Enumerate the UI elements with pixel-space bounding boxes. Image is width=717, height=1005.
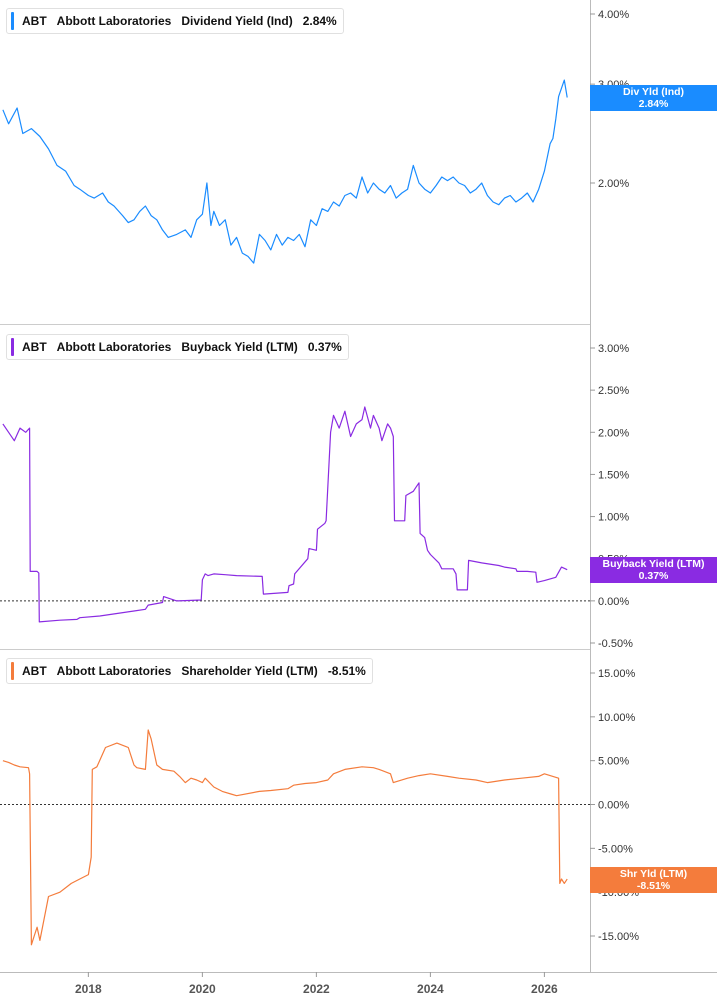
- tag-value: -8.51%: [636, 880, 671, 892]
- tag-label: Buyback Yield (LTM): [602, 558, 705, 570]
- series-line-dividend-yield: [2, 79, 568, 264]
- legend-ticker: ABT: [22, 340, 47, 354]
- series-line-shareholder-yield: [2, 729, 568, 946]
- y-tick-label: 15.00%: [598, 668, 636, 680]
- legend-metric: Dividend Yield (Ind): [181, 14, 293, 28]
- legend-ticker: ABT: [22, 664, 47, 678]
- y-tick-label: 2.50%: [598, 385, 629, 397]
- y-tick-label: 1.00%: [598, 512, 629, 524]
- y-tick-label: -0.50%: [598, 638, 633, 650]
- y-tick-label: 2.00%: [598, 178, 629, 190]
- legend-color-marker: [11, 662, 14, 680]
- series-line-buyback-yield: [2, 406, 568, 623]
- legend-value: 2.84%: [302, 14, 337, 28]
- x-tick-label: 2024: [417, 982, 444, 996]
- y-tick-label: 2.00%: [598, 427, 629, 439]
- last-value-tag-shareholder: Shr Yld (LTM) -8.51%: [590, 867, 717, 893]
- x-tick-label: 2020: [189, 982, 216, 996]
- legend-shareholder-yield: ABT Abbott Laboratories Shareholder Yiel…: [6, 658, 373, 684]
- legend-metric: Shareholder Yield (LTM): [181, 664, 318, 678]
- legend-dividend-yield: ABT Abbott Laboratories Dividend Yield (…: [6, 8, 344, 34]
- legend-value: -8.51%: [327, 664, 366, 678]
- x-tick-label: 2026: [531, 982, 558, 996]
- legend-ticker: ABT: [22, 14, 47, 28]
- legend-color-marker: [11, 338, 14, 356]
- y-tick-label: 4.00%: [598, 9, 629, 21]
- x-tick-label: 2022: [303, 982, 330, 996]
- y-tick-label: 0.00%: [598, 596, 629, 608]
- tag-label: Div Yld (Ind): [622, 86, 685, 98]
- last-value-tag-buyback: Buyback Yield (LTM) 0.37%: [590, 557, 717, 583]
- y-tick-label: 3.00%: [598, 343, 629, 355]
- x-tick-label: 2018: [75, 982, 102, 996]
- y-tick-label: 0.00%: [598, 800, 629, 812]
- tag-label: Shr Yld (LTM): [619, 868, 688, 880]
- y-tick-label: -15.00%: [598, 931, 639, 943]
- y-tick-label: 1.50%: [598, 469, 629, 481]
- tag-value: 0.37%: [638, 570, 669, 582]
- legend-company: Abbott Laboratories: [56, 14, 172, 28]
- last-value-tag-dividend: Div Yld (Ind) 2.84%: [590, 85, 717, 111]
- legend-company: Abbott Laboratories: [56, 664, 172, 678]
- legend-value: 0.37%: [307, 340, 342, 354]
- tag-value: 2.84%: [638, 98, 669, 110]
- y-tick-label: 10.00%: [598, 712, 636, 724]
- legend-color-marker: [11, 12, 14, 30]
- y-tick-label: -5.00%: [598, 843, 633, 855]
- legend-company: Abbott Laboratories: [56, 340, 172, 354]
- y-tick-label: 5.00%: [598, 756, 629, 768]
- legend-buyback-yield: ABT Abbott Laboratories Buyback Yield (L…: [6, 334, 349, 360]
- legend-metric: Buyback Yield (LTM): [181, 340, 298, 354]
